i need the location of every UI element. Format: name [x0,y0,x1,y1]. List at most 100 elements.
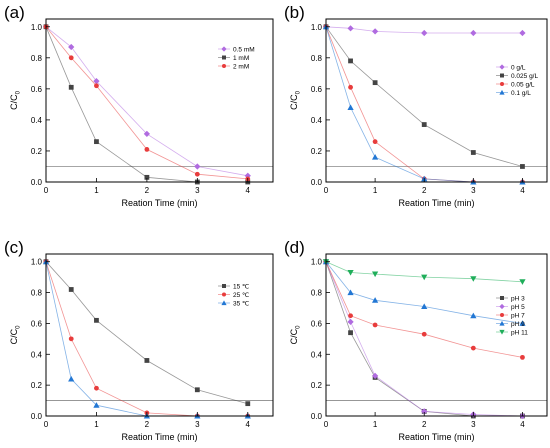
data-point-s3-p2 [371,154,379,160]
y-tick-label-2: 0.4 [311,116,323,125]
series-line-1 [45,261,248,417]
x-tick-label-3: 3 [195,420,200,429]
series-line-3 [325,261,523,324]
y-tick-label-0: 0.0 [31,412,43,421]
series-line-4 [325,261,523,283]
data-point-s0-p5 [245,401,251,407]
data-point-s2-p3 [144,147,150,152]
legend-marker-2 [222,64,226,68]
legend-marker-2 [500,82,504,86]
data-point-s2-p2 [93,402,100,408]
series-line-2 [325,26,523,183]
data-point-s3-p3 [421,303,428,309]
data-point-s0-p4 [194,163,201,170]
data-point-s3-p4 [470,312,477,319]
data-point-s4-p2 [371,271,379,278]
legend-label-2: 2 mM [233,63,249,70]
y-tick-label-5: 1.0 [311,23,323,32]
data-point-s2-p1 [348,313,353,319]
data-point-s1-p3 [421,408,428,415]
data-point-s1-p1 [348,58,353,64]
data-point-s0-p2 [93,77,100,85]
legend-label-0: 0 g/L [511,64,526,71]
data-point-s3-p5 [519,320,526,326]
y-tick-label-5: 1.0 [31,258,43,267]
legend-marker-0 [222,284,226,288]
series-line-2 [45,26,248,180]
x-tick-label-3: 3 [195,186,200,195]
y-tick-label-4: 0.8 [311,289,323,298]
legend-marker-1 [499,303,505,310]
data-point-s0-p2 [94,317,99,323]
legend-label-0: pH 3 [511,295,525,302]
data-point-s2-p4 [470,345,476,351]
legend: 15 ℃ 25 ℃35 ℃ [218,283,250,307]
data-point-s0-p3 [421,29,428,37]
y-tick-label-0: 0.0 [311,178,323,187]
data-point-s1-p2 [371,372,379,380]
x-tick-label-2: 2 [145,420,150,429]
data-point-s0-p1 [68,287,74,292]
x-tick-label-4: 4 [246,420,251,429]
data-point-s1-p3 [421,122,427,127]
legend-label-1: 25 ℃ [233,292,250,299]
y-tick-label-4: 0.8 [31,289,43,298]
series-line-1 [325,26,523,167]
data-point-s0-p5 [519,29,526,37]
y-tick-label-4: 0.8 [31,54,43,63]
y-tick-label-5: 1.0 [311,258,323,267]
panel-label: (a) [4,3,25,22]
data-point-s2-p4 [194,171,200,177]
series-line-0 [325,26,523,34]
legend-marker-4 [499,329,505,335]
x-tick-label-1: 1 [94,186,99,195]
y-axis-title: C/C0 [9,90,22,110]
y-tick-label-1: 0.2 [31,147,43,156]
y-tick-label-0: 0.0 [311,412,323,421]
data-point-s2-p2 [372,139,378,145]
x-axis-title: Reation Time (min) [398,432,474,442]
x-tick-label-1: 1 [373,420,378,429]
plot-frame [325,18,548,183]
legend-marker-3 [499,89,505,95]
panel-label: (d) [284,238,305,257]
data-point-s2-p3 [421,331,427,337]
legend-marker-1 [222,292,226,297]
series-line-1 [45,26,248,183]
x-tick-label-4: 4 [520,186,525,195]
y-tick-label-2: 0.4 [31,350,43,359]
data-point-s0-p4 [194,387,200,393]
panel-2: (c) 0 1 2 3 4 0.0 0.2 0.4 0.6 0.8 1.0 Reation Time (… [4,238,274,442]
series-line-2 [45,261,248,417]
y-axis-title: C/C0 [9,325,22,345]
legend-marker-0 [500,296,504,300]
data-point-s0-p2 [371,28,379,35]
panel-label: (c) [4,238,24,257]
y-tick-label-2: 0.4 [31,116,43,125]
data-point-s4-p5 [519,279,526,285]
y-tick-label-3: 0.6 [311,319,323,328]
y-axis-title: C/C0 [289,90,302,110]
x-tick-label-1: 1 [373,186,378,195]
x-tick-label-4: 4 [520,420,525,429]
y-tick-label-3: 0.6 [311,85,323,94]
y-tick-label-4: 0.8 [311,54,323,63]
x-tick-label-2: 2 [422,420,427,429]
legend-marker-1 [222,55,226,60]
data-point-s2-p5 [520,354,525,360]
y-axis-title: C/C0 [289,325,302,345]
legend-label-1: pH 5 [511,304,525,311]
data-point-s4-p3 [421,274,428,281]
data-point-s2-p1 [348,84,353,90]
x-tick-label-2: 2 [422,186,427,195]
legend: pH 3 pH 5pH 7 pH 9pH 11 [496,295,528,336]
series-line-0 [325,261,523,417]
data-point-s1-p3 [144,174,150,180]
legend-label-2: 35 ℃ [233,300,250,307]
data-point-s2-p1 [68,375,75,382]
x-axis-title: Reation Time (min) [121,432,197,442]
x-tick-label-0: 0 [324,420,329,429]
y-tick-label-1: 0.2 [31,381,43,390]
legend-marker-3 [499,320,505,326]
